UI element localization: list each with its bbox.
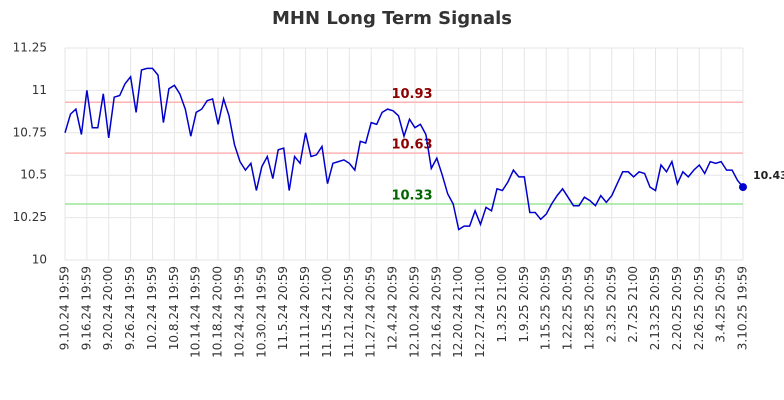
x-tick-label: 10.14.24 19:59 xyxy=(189,266,203,358)
x-tick-label: 11.5.24 20:59 xyxy=(276,266,290,350)
reference-label: 10.93 xyxy=(391,87,432,102)
x-tick-label: 11.11.24 20:59 xyxy=(298,266,312,358)
x-tick-label: 2.26.25 20:59 xyxy=(692,266,706,350)
x-tick-label: 9.16.24 19:59 xyxy=(79,266,93,350)
y-tick-label: 10.5 xyxy=(20,168,47,182)
series-line xyxy=(64,67,744,231)
x-tick-label: 1.9.25 20:59 xyxy=(517,266,531,343)
x-tick-label: 11.15.24 21:00 xyxy=(320,266,334,358)
x-tick-label: 12.20.24 21:00 xyxy=(451,266,465,358)
x-tick-label: 11.27.24 20:59 xyxy=(364,266,378,358)
x-tick-label: 11.21.24 20:59 xyxy=(342,266,356,358)
y-tick-label: 10 xyxy=(32,253,47,267)
chart-title: MHN Long Term Signals xyxy=(272,8,512,29)
x-tick-label: 2.20.25 20:59 xyxy=(670,266,684,350)
x-tick-label: 2.7.25 21:00 xyxy=(626,266,640,343)
y-tick-label: 11.25 xyxy=(13,41,47,55)
x-tick-label: 9.20.24 20:00 xyxy=(101,266,115,350)
x-tick-label: 2.3.25 20:59 xyxy=(604,266,618,343)
y-tick-label: 10.25 xyxy=(13,210,47,224)
x-tick-label: 10.18.24 20:00 xyxy=(211,266,225,358)
x-tick-label: 12.10.24 20:59 xyxy=(407,266,421,358)
last-point xyxy=(739,183,747,192)
y-tick-label: 10.75 xyxy=(13,125,47,139)
x-tick-label: 10.24.24 19:59 xyxy=(232,266,246,358)
x-tick-label: 1.3.25 21:00 xyxy=(495,266,509,343)
x-tick-label: 1.15.25 20:59 xyxy=(539,266,553,350)
x-tick-label: 12.16.24 20:59 xyxy=(429,266,443,358)
x-tick-label: 10.8.24 19:59 xyxy=(167,266,181,350)
x-tick-label: 2.13.25 20:59 xyxy=(648,266,662,350)
x-tick-label: 3.10.25 19:59 xyxy=(736,266,750,350)
x-tick-label: 10.30.24 19:59 xyxy=(254,266,268,358)
reference-label: 10.33 xyxy=(391,189,432,204)
x-tick-label: 1.22.25 20:59 xyxy=(561,266,575,350)
x-tick-label: 3.4.25 20:59 xyxy=(714,266,728,343)
x-tick-label: 10.2.24 19:59 xyxy=(145,266,159,350)
last-value-label: 10.43 xyxy=(753,169,784,182)
x-tick-label: 9.10.24 19:59 xyxy=(58,266,72,350)
x-tick-label: 9.26.24 19:59 xyxy=(123,266,137,350)
x-tick-label: 12.4.24 20:59 xyxy=(386,266,400,350)
reference-label: 10.63 xyxy=(391,138,432,153)
x-tick-label: 12.27.24 21:00 xyxy=(473,266,487,358)
y-tick-label: 11 xyxy=(32,83,47,97)
x-tick-label: 1.28.25 20:59 xyxy=(582,266,596,350)
